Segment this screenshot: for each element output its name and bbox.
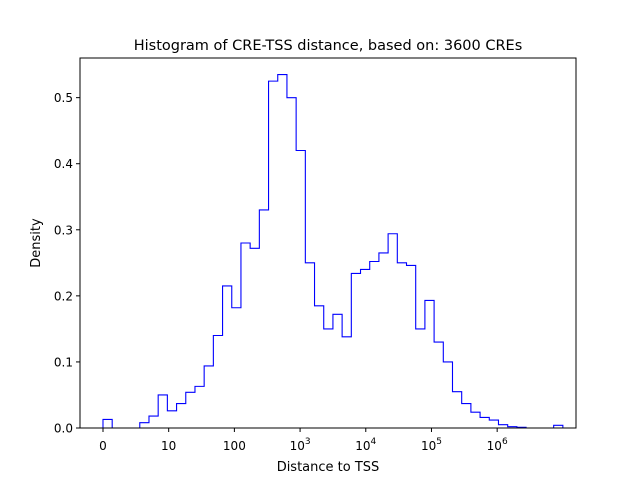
y-tick-label: 0.0 xyxy=(54,422,73,436)
x-axis-label: Distance to TSS xyxy=(277,460,380,475)
x-tick-label: 105 xyxy=(421,437,442,453)
x-tick-exponent: 5 xyxy=(436,437,442,447)
x-tick-label: 103 xyxy=(290,437,311,453)
x-tick-label: 106 xyxy=(487,437,508,453)
plot-frame xyxy=(79,57,577,429)
x-tick-base: 10 xyxy=(487,439,502,453)
y-tick-label: 0.3 xyxy=(54,223,73,237)
x-tick-base: 10 xyxy=(290,439,305,453)
chart-title: Histogram of CRE-TSS distance, based on:… xyxy=(134,38,523,54)
histogram-step-line xyxy=(102,73,564,429)
x-tick-base: 100 xyxy=(223,439,246,453)
x-tick-label: 104 xyxy=(355,437,376,453)
x-tick-exponent: 3 xyxy=(305,437,311,447)
x-tick-label: 100 xyxy=(223,439,246,453)
x-tick-exponent: 6 xyxy=(502,437,508,447)
x-tick-base: 10 xyxy=(161,439,176,453)
x-axis: 0 10 100 103 104 105 106 xyxy=(99,428,508,453)
y-axis-label: Density xyxy=(29,218,44,268)
y-tick-label: 0.4 xyxy=(54,157,73,171)
x-tick-base: 10 xyxy=(421,439,436,453)
y-tick-label: 0.1 xyxy=(54,355,73,369)
y-tick-label: 0.5 xyxy=(54,91,73,105)
x-tick-label: 0 xyxy=(99,439,107,453)
x-tick-label: 10 xyxy=(161,439,176,453)
x-tick-exponent: 4 xyxy=(371,437,377,447)
y-axis: 0.0 0.1 0.2 0.3 0.4 0.5 xyxy=(54,91,80,436)
y-tick-label: 0.2 xyxy=(54,289,73,303)
x-tick-base: 0 xyxy=(99,439,107,453)
x-tick-base: 10 xyxy=(355,439,370,453)
